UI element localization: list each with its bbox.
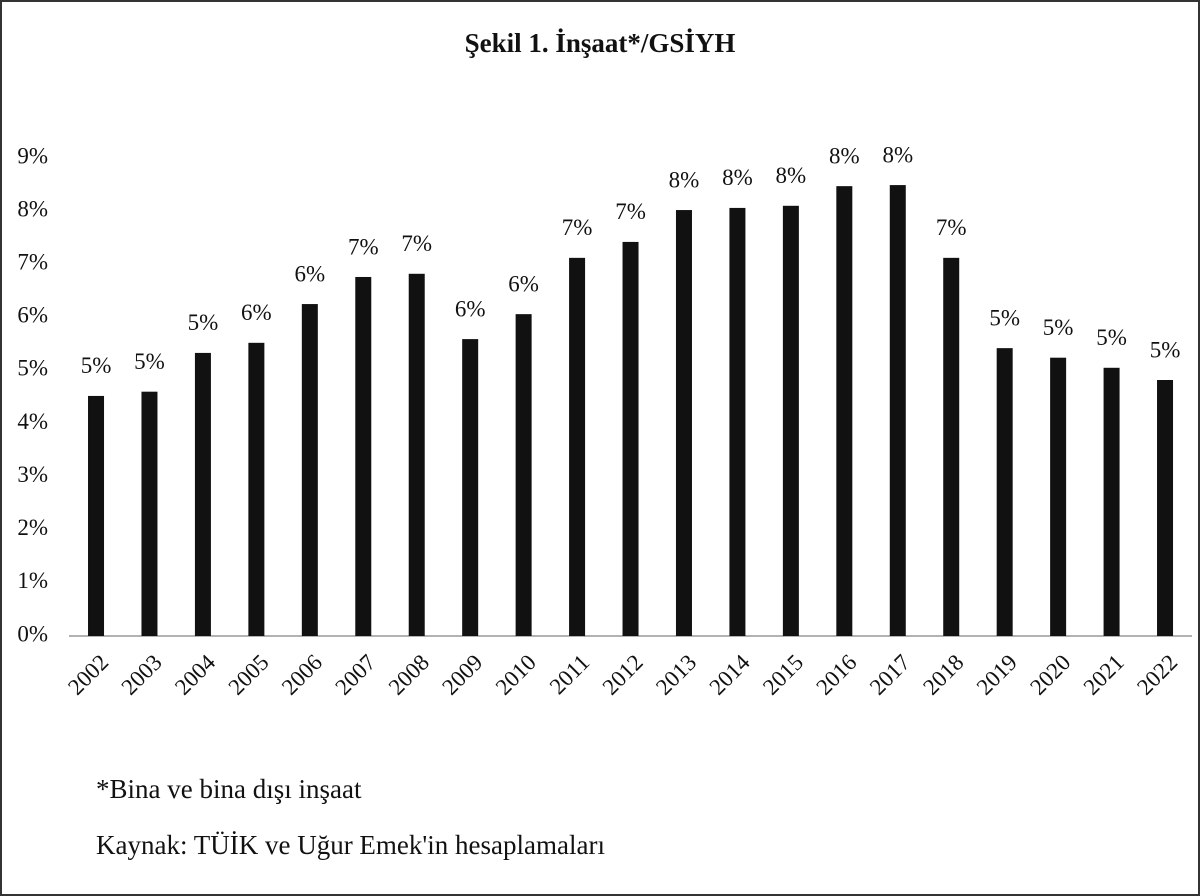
bar bbox=[248, 342, 265, 636]
value-label: 8% bbox=[722, 165, 753, 190]
bar bbox=[1050, 357, 1067, 636]
bar bbox=[569, 257, 586, 636]
bar bbox=[1103, 367, 1120, 636]
value-label: 5% bbox=[1096, 325, 1127, 350]
value-label: 5% bbox=[81, 353, 112, 378]
bar bbox=[996, 348, 1013, 636]
bar bbox=[889, 185, 906, 636]
y-tick-label: 0% bbox=[17, 621, 48, 646]
y-tick-label: 2% bbox=[17, 515, 48, 540]
y-tick-label: 4% bbox=[17, 409, 48, 434]
value-label: 6% bbox=[294, 261, 325, 286]
y-tick-label: 7% bbox=[17, 250, 48, 275]
value-label: 7% bbox=[348, 234, 379, 259]
value-label: 7% bbox=[615, 199, 646, 224]
value-label: 5% bbox=[134, 349, 165, 374]
bar bbox=[515, 314, 532, 636]
value-label: 5% bbox=[188, 310, 219, 335]
value-label: 7% bbox=[936, 215, 967, 240]
chart-title: Şekil 1. İnşaat*/GSİYH bbox=[465, 28, 736, 58]
y-tick-label: 1% bbox=[17, 568, 48, 593]
y-tick-label: 6% bbox=[17, 303, 48, 328]
bar bbox=[462, 339, 479, 636]
value-label: 7% bbox=[401, 231, 432, 256]
value-label: 8% bbox=[829, 143, 860, 168]
value-label: 6% bbox=[241, 300, 272, 325]
bar bbox=[301, 304, 318, 636]
value-label: 8% bbox=[669, 167, 700, 192]
value-label: 5% bbox=[1150, 337, 1181, 362]
bar bbox=[782, 205, 799, 637]
value-label: 6% bbox=[508, 271, 539, 296]
value-label: 8% bbox=[882, 142, 913, 167]
value-label: 5% bbox=[989, 305, 1020, 330]
source-note: Kaynak: TÜİK ve Uğur Emek'in hesaplamala… bbox=[96, 830, 605, 860]
bar bbox=[729, 207, 746, 636]
value-label: 6% bbox=[455, 296, 486, 321]
y-tick-label: 5% bbox=[17, 356, 48, 381]
bar bbox=[141, 391, 158, 636]
y-tick-label: 9% bbox=[17, 143, 48, 168]
bar bbox=[194, 352, 211, 636]
y-tick-label: 3% bbox=[17, 462, 48, 487]
bar bbox=[408, 273, 425, 636]
bar bbox=[355, 276, 372, 636]
y-tick-label: 8% bbox=[17, 196, 48, 221]
bar bbox=[1157, 380, 1174, 636]
value-label: 8% bbox=[776, 163, 807, 188]
value-label: 5% bbox=[1043, 315, 1074, 340]
value-label: 7% bbox=[562, 215, 593, 240]
bar bbox=[88, 395, 105, 636]
bar bbox=[943, 257, 960, 636]
bar bbox=[622, 241, 639, 636]
footnote: *Bina ve bina dışı inşaat bbox=[96, 774, 362, 804]
bar bbox=[836, 186, 853, 636]
bar bbox=[675, 210, 692, 636]
